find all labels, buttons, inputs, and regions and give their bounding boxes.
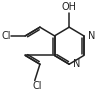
Text: Cl: Cl	[33, 81, 42, 91]
Text: Cl: Cl	[2, 31, 11, 41]
Text: N: N	[73, 59, 80, 69]
Text: N: N	[88, 31, 95, 41]
Text: OH: OH	[62, 2, 77, 12]
